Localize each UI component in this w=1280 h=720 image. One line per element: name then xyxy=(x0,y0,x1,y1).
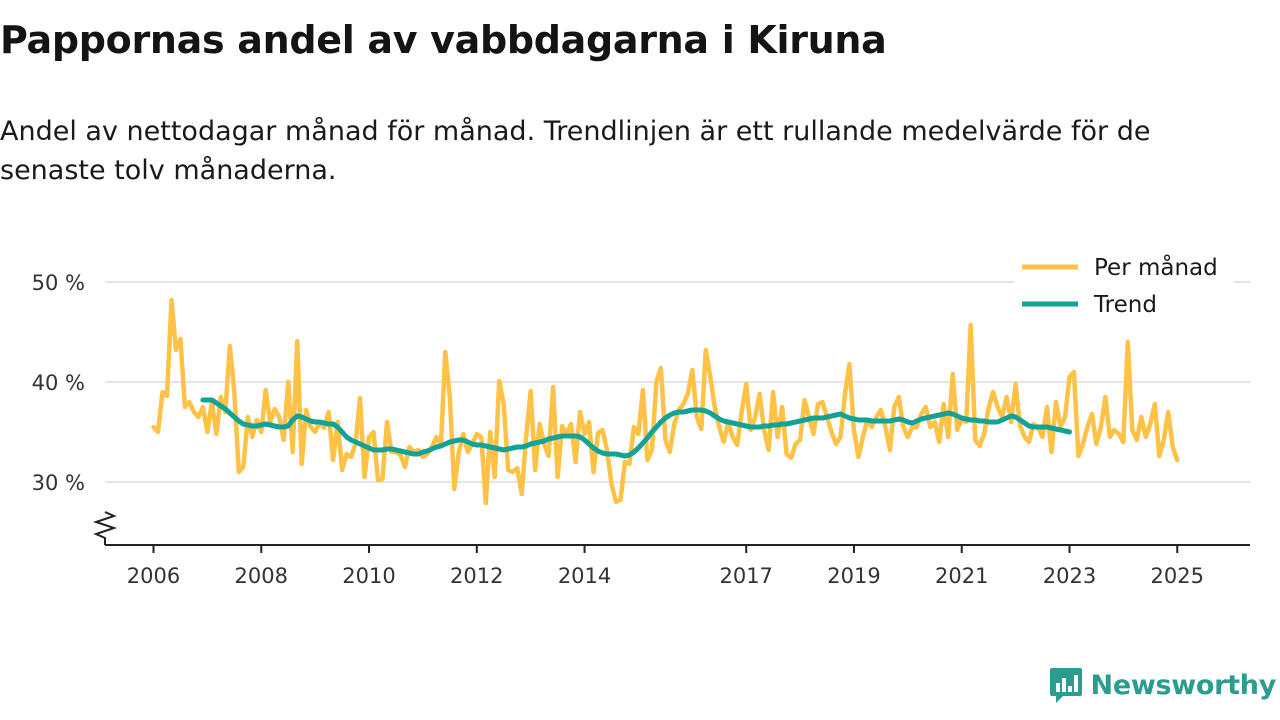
x-tick-label-2023: 2023 xyxy=(1043,564,1096,588)
y-tick-label-30: 30 % xyxy=(32,471,85,495)
brand-name: Newsworthy xyxy=(1090,669,1277,701)
legend: Per månad Trend xyxy=(1014,248,1234,324)
legend-background xyxy=(1014,248,1234,324)
newsworthy-logo-icon xyxy=(1049,668,1082,703)
y-tick-label-40: 40 % xyxy=(32,371,85,395)
series-per-m-nad xyxy=(151,297,1180,506)
x-tick-label-2008: 2008 xyxy=(235,564,288,588)
x-tick-label-2006: 2006 xyxy=(127,564,180,588)
chart-title: Pappornas andel av vabbdagarna i Kiruna xyxy=(0,18,887,62)
x-axis: 2006 2008 2010 2012 2014 2017 2019 2021 2023 2025 xyxy=(105,544,1250,588)
chart-subtitle: Andel av nettodagar månad för månad. Tre… xyxy=(0,116,1151,186)
y-axis-break xyxy=(92,511,118,545)
y-axis: 30 % 40 % 50 % xyxy=(32,271,118,545)
x-tick-label-2025: 2025 xyxy=(1151,564,1204,588)
legend-label-trend: Trend xyxy=(1093,292,1157,318)
x-tick-label-2021: 2021 xyxy=(935,564,988,588)
series-line-trend xyxy=(200,397,1072,459)
series-line-per-m-nad xyxy=(151,297,1180,506)
series xyxy=(151,297,1180,506)
x-tick-label-2017: 2017 xyxy=(719,564,772,588)
newsworthy-brand: Newsworthy xyxy=(1049,666,1276,704)
x-tick-label-2014: 2014 xyxy=(558,564,611,588)
x-tick-label-2019: 2019 xyxy=(827,564,880,588)
legend-label-per-manad: Per månad xyxy=(1094,253,1218,281)
x-tick-label-2010: 2010 xyxy=(342,564,395,588)
x-tick-label-2012: 2012 xyxy=(450,564,503,588)
y-tick-label-50: 50 % xyxy=(32,271,85,295)
series-trend xyxy=(200,397,1072,459)
